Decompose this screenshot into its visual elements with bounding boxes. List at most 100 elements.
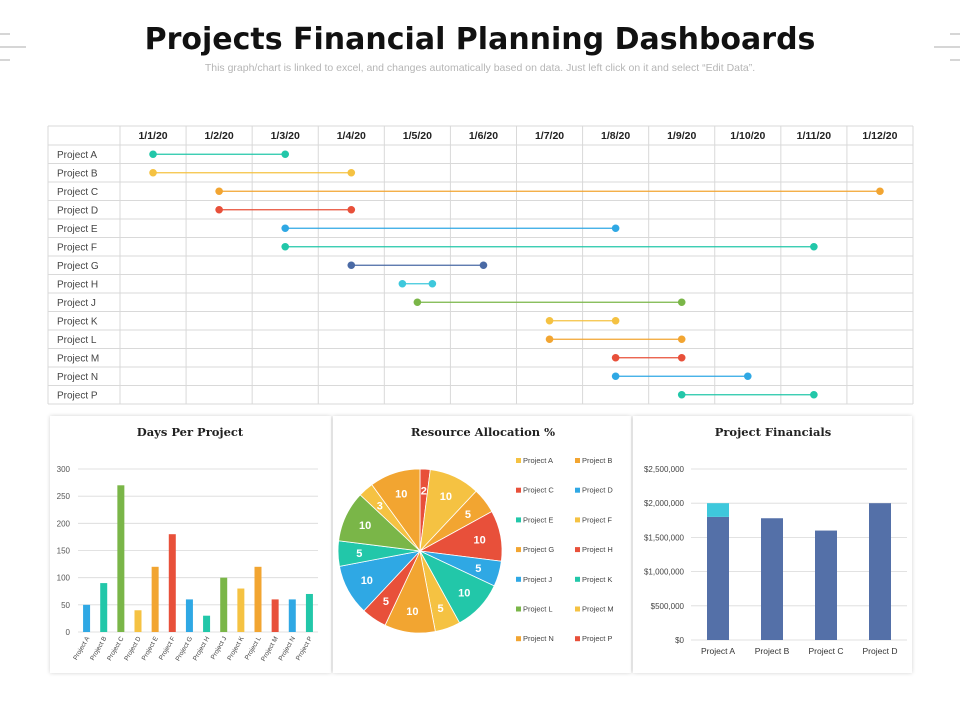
resource-allocation-chart: Resource Allocation % 2 10 5 10 5 10 5 10 5 10 5 10 3…: [337, 425, 614, 643]
legend-label: Project D: [582, 486, 613, 495]
y-tick-label: 0: [66, 628, 71, 637]
x-tick-label: Project P: [295, 636, 314, 662]
legend-label: Project L: [523, 605, 553, 614]
bar: [288, 599, 296, 632]
y-tick-label: $500,000: [651, 602, 685, 611]
bar: [151, 566, 159, 632]
gantt-date-label: 1/12/20: [862, 130, 897, 142]
legend-label: Project P: [582, 634, 612, 643]
gantt-date-label: 1/10/20: [730, 130, 765, 142]
y-tick-label: 300: [57, 465, 71, 474]
gantt-row-label: Project E: [57, 224, 98, 235]
legend-label: Project F: [582, 515, 612, 524]
x-tick-label: Project A: [701, 646, 735, 656]
legend-swatch: [575, 458, 580, 463]
pie-slice-label: 5: [465, 509, 471, 521]
gantt-row-label: Project F: [57, 242, 97, 253]
financials-panel: Project Financials $0 $500,000 $1,000,000 $1…: [633, 416, 912, 673]
pie-slice-label: 2: [421, 485, 427, 497]
gantt-row-label: Project B: [57, 168, 98, 179]
y-tick-label: 250: [57, 492, 71, 501]
legend-label: Project H: [582, 545, 613, 554]
x-tick-label: Project J: [210, 636, 229, 661]
bar: [134, 610, 142, 632]
gantt-date-label: 1/6/20: [469, 130, 498, 142]
gantt-start-point: [545, 335, 554, 344]
legend-label: Project G: [523, 545, 554, 554]
legend-swatch: [575, 487, 580, 493]
gantt-row-label: Project K: [57, 316, 98, 327]
gantt-end-point: [677, 353, 686, 362]
gantt-end-point: [347, 168, 356, 177]
chart-title: Project Financials: [715, 425, 832, 439]
y-tick-label: 100: [57, 574, 71, 583]
corner-decoration-right: [934, 33, 960, 61]
days-panel: Days Per Project 0 50 100 150 200 250 300 Projec…: [50, 416, 331, 673]
x-tick-label: Project L: [244, 635, 263, 661]
gantt-row-label: Project N: [57, 372, 98, 383]
y-tick-label: 150: [57, 547, 71, 556]
legend-label: Project E: [523, 515, 553, 524]
legend-swatch: [516, 636, 521, 642]
pie-slice-label: 10: [361, 575, 373, 587]
gantt-chart: 1/1/20 1/2/20 1/3/20 1/4/20 1/5/20 1/6/20 1/7/…: [47, 125, 914, 405]
gantt-start-point: [281, 224, 290, 233]
x-tick-label: Project H: [192, 635, 212, 662]
gantt-date-label: 1/3/20: [271, 130, 300, 142]
gantt-end-point: [743, 372, 752, 381]
gantt-end-point: [428, 279, 437, 288]
gantt-end-point: [677, 298, 686, 307]
bar: [869, 503, 891, 640]
gantt-start-point: [677, 390, 686, 399]
gantt-date-label: 1/7/20: [535, 130, 564, 142]
bar: [168, 534, 176, 632]
chart-title: Resource Allocation %: [411, 425, 555, 439]
y-tick-label: $0: [675, 636, 684, 645]
gantt-date-label: 1/11/20: [797, 130, 832, 142]
gantt-end-point: [810, 242, 818, 251]
gantt-start-point: [281, 242, 290, 251]
bar: [707, 503, 729, 517]
legend-swatch: [516, 487, 521, 493]
gantt-start-point: [149, 168, 157, 177]
y-tick-label: $2,500,000: [644, 465, 685, 474]
gantt-row-label: Project G: [57, 261, 99, 272]
legend-swatch: [516, 576, 521, 582]
gantt-start-point: [398, 279, 407, 288]
pie-slice-label: 5: [356, 548, 362, 560]
legend-swatch: [516, 517, 521, 523]
gantt-start-point: [413, 298, 422, 307]
gantt-end-point: [810, 390, 818, 399]
bar: [707, 516, 729, 640]
x-tick-label: Project B: [755, 646, 790, 656]
legend-swatch: [575, 576, 580, 582]
pie-slice: [371, 468, 421, 553]
bar: [237, 588, 245, 632]
bar: [117, 485, 125, 632]
gantt-start-point: [215, 205, 223, 214]
pie-slice-label: 10: [440, 491, 452, 503]
gantt-end-point: [611, 316, 620, 325]
legend-swatch: [575, 517, 580, 523]
bar: [100, 583, 108, 632]
bar: [815, 530, 837, 640]
legend-swatch: [575, 636, 580, 642]
x-tick-label: Project F: [158, 635, 177, 661]
pie-slice-label: 5: [437, 603, 443, 615]
gantt-row-label: Project M: [57, 353, 99, 364]
bar: [305, 593, 313, 632]
project-financials-chart: Project Financials $0 $500,000 $1,000,000 $1…: [644, 425, 907, 656]
gantt-end-point: [479, 261, 488, 270]
gantt-date-label: 1/9/20: [667, 130, 696, 142]
legend-swatch: [575, 606, 580, 612]
pie-slice-label: 5: [475, 563, 481, 575]
gantt-date-label: 1/4/20: [337, 130, 366, 142]
y-tick-label: $2,000,000: [644, 499, 685, 508]
bar: [761, 518, 783, 640]
days-per-project-chart: Days Per Project 0 50 100 150 200 250 300 Projec…: [57, 425, 318, 663]
legend-label: Project N: [523, 634, 554, 643]
gantt-start-point: [611, 372, 620, 381]
x-tick-label: Project D: [863, 646, 898, 656]
pie-slice-label: 10: [473, 535, 485, 547]
legend-swatch: [516, 458, 521, 463]
